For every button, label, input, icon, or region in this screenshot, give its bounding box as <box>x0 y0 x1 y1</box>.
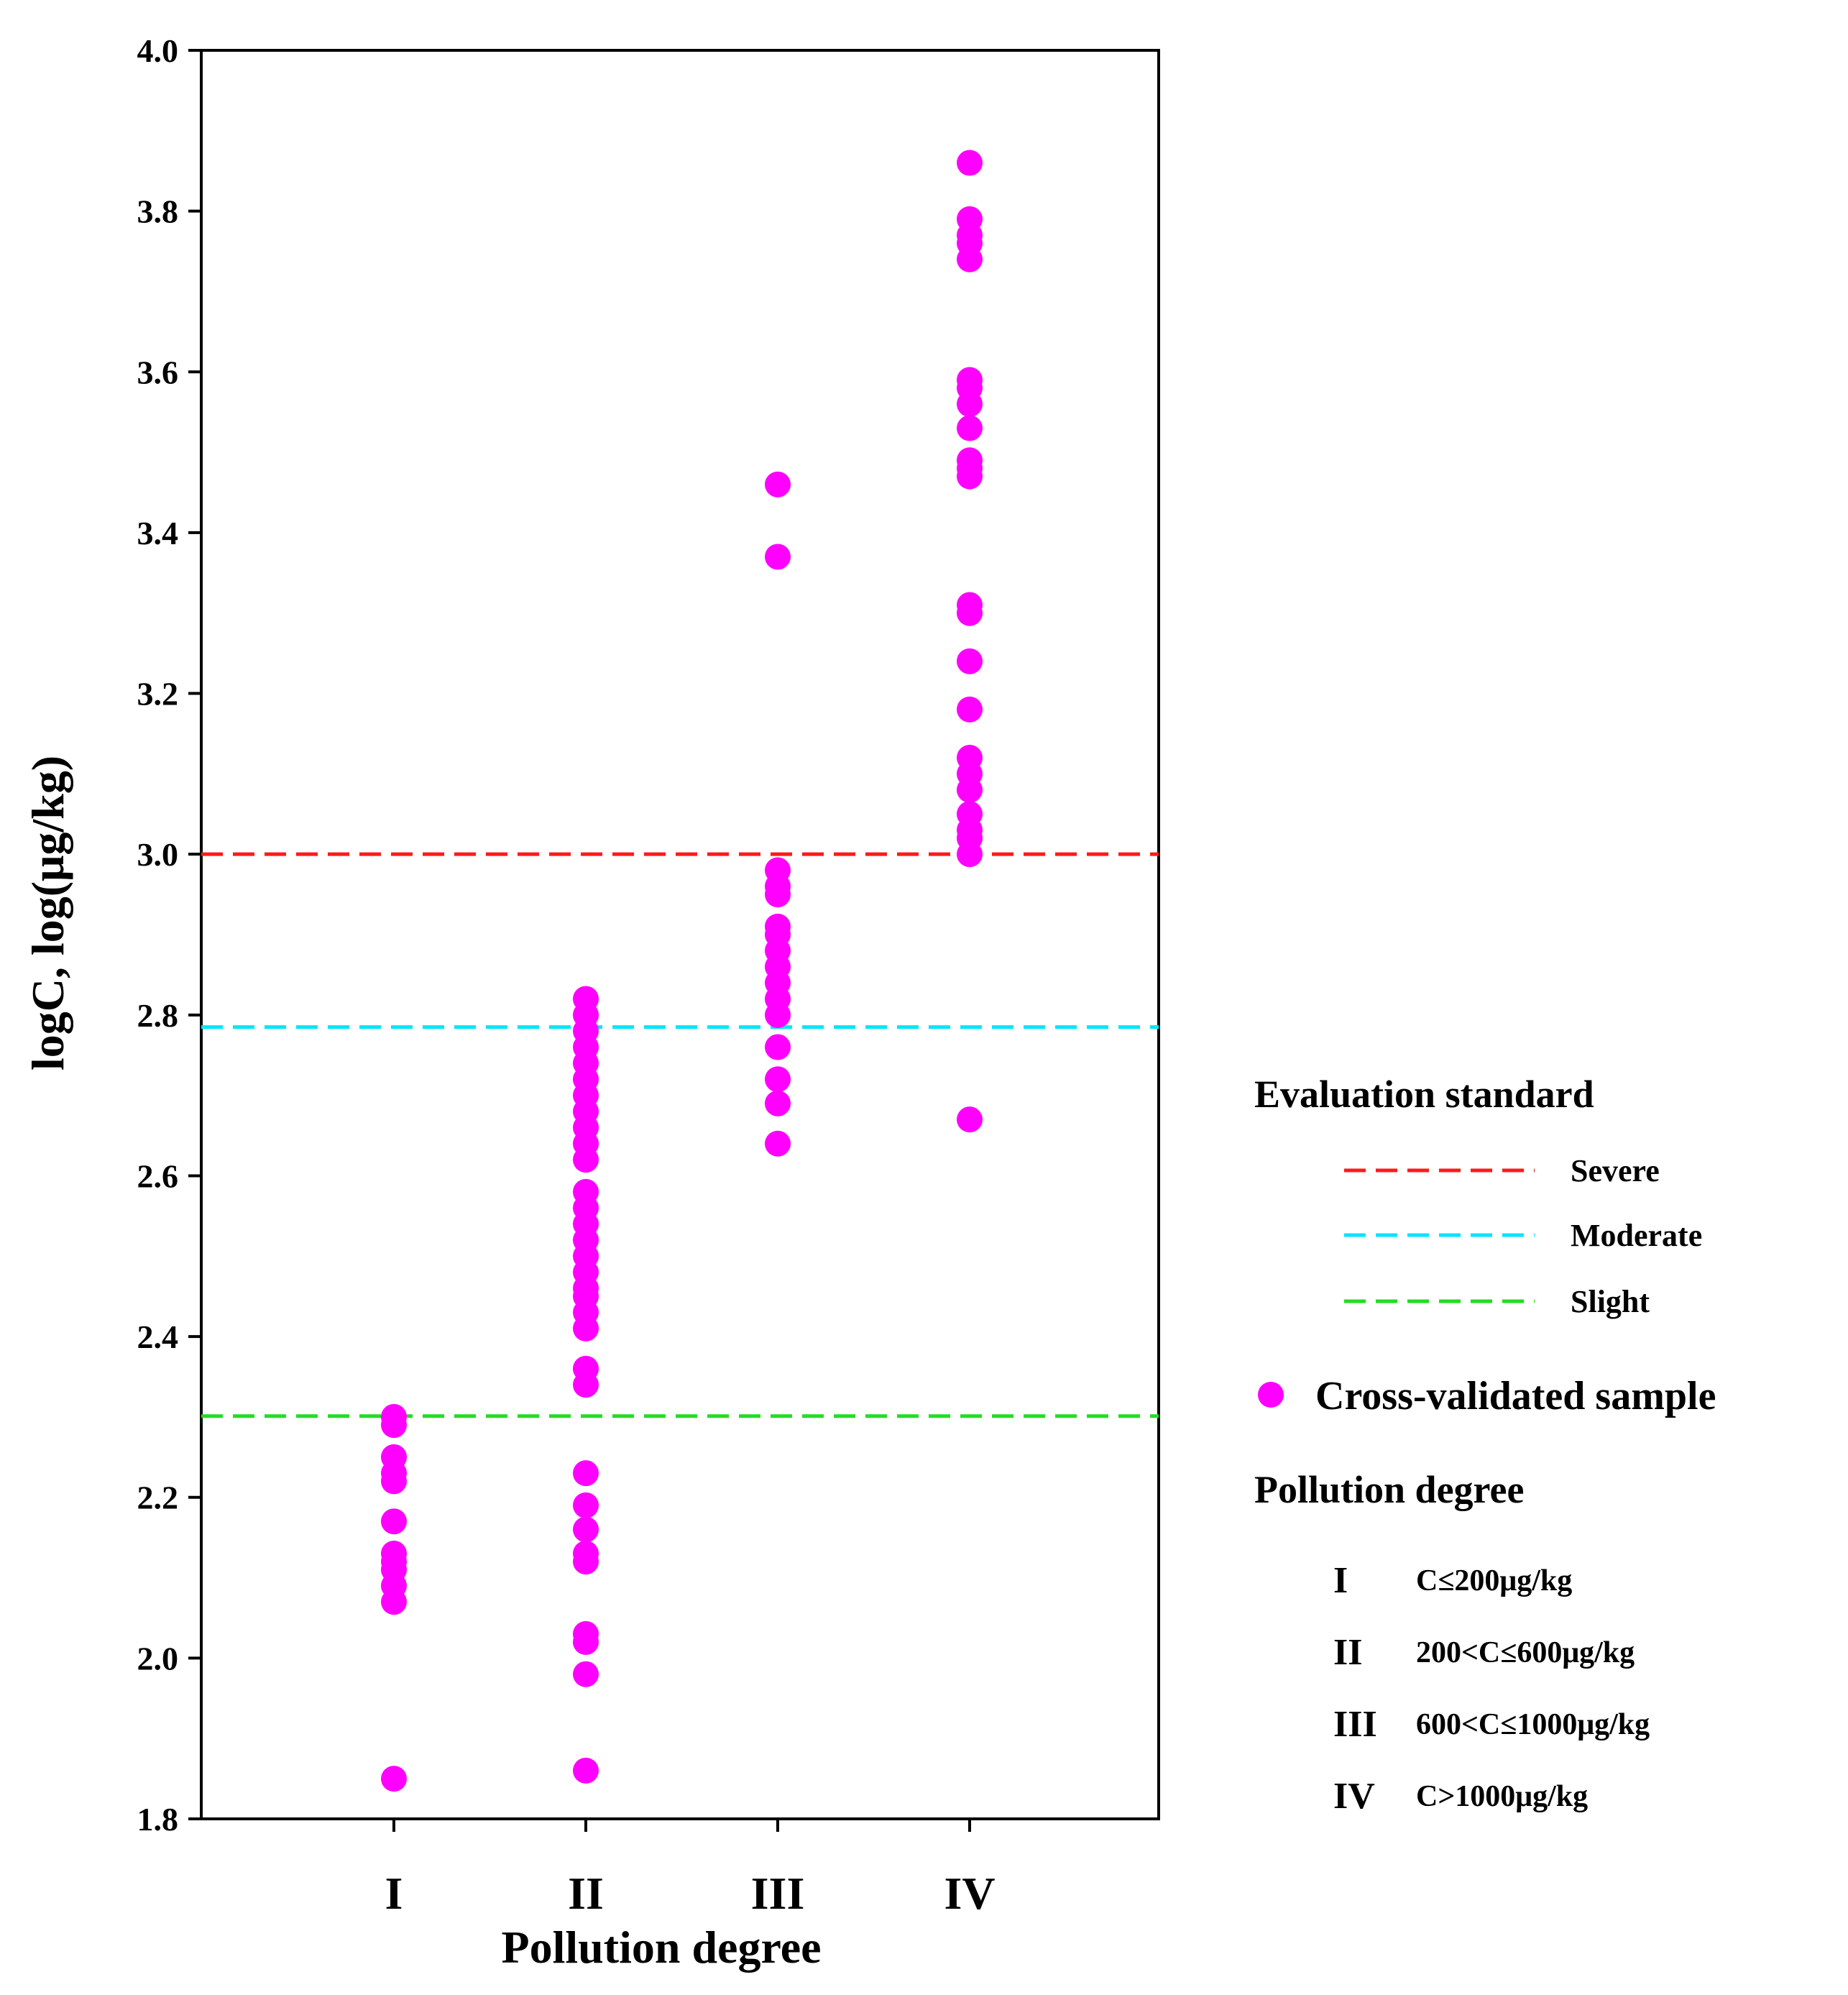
degree-condition-4: C>1000μg/kg <box>1416 1780 1588 1813</box>
degree-roman-4: IV <box>1333 1776 1375 1817</box>
legend-slight-label: Slight <box>1571 1284 1650 1319</box>
y-tick-label: 3.6 <box>137 354 179 390</box>
data-point <box>957 150 983 176</box>
x-axis-title: Pollution degree <box>502 1922 822 1973</box>
y-tick-label: 2.8 <box>137 997 179 1034</box>
legend-moderate-label: Moderate <box>1571 1218 1702 1253</box>
data-point <box>957 745 983 771</box>
data-point <box>573 1661 599 1687</box>
degree-roman-2: II <box>1333 1632 1362 1673</box>
data-point <box>765 1034 791 1060</box>
legend-pollution-title: Pollution degree <box>1254 1468 1524 1511</box>
data-point <box>573 1355 599 1382</box>
data-point <box>381 1403 407 1430</box>
data-point <box>957 415 983 441</box>
legend-sample-marker <box>1258 1382 1284 1408</box>
data-point <box>765 544 791 570</box>
data-point <box>573 986 599 1012</box>
data-point <box>573 1460 599 1487</box>
degree-condition-2: 200<C≤600μg/kg <box>1416 1636 1635 1669</box>
legend-title: Evaluation standard <box>1254 1073 1594 1116</box>
data-point <box>573 1757 599 1784</box>
data-point <box>573 1178 599 1205</box>
y-tick-label: 3.8 <box>137 193 179 230</box>
data-point <box>573 1620 599 1647</box>
data-point <box>573 1516 599 1543</box>
data-point <box>573 1492 599 1518</box>
degree-roman-1: I <box>1333 1560 1348 1601</box>
y-tick-label: 3.0 <box>137 836 179 873</box>
data-point <box>573 1541 599 1567</box>
y-tick-label: 2.6 <box>137 1157 179 1194</box>
data-point <box>957 696 983 723</box>
degree-roman-3: III <box>1333 1704 1377 1745</box>
y-tick-label: 2.4 <box>137 1318 179 1355</box>
plot-frame <box>200 49 1160 1820</box>
y-tick-label: 2.0 <box>137 1640 179 1677</box>
degree-condition-3: 600<C≤1000μg/kg <box>1416 1708 1650 1741</box>
data-point <box>381 1508 407 1535</box>
data-point <box>765 1090 791 1116</box>
data-point <box>957 206 983 232</box>
data-point <box>957 367 983 393</box>
data-point <box>765 471 791 497</box>
data-point <box>765 1066 791 1093</box>
y-tick-label: 2.2 <box>137 1480 179 1516</box>
legend-sample-label: Cross-validated sample <box>1315 1374 1716 1418</box>
x-tick-label: I <box>385 1868 403 1919</box>
data-point <box>957 447 983 474</box>
data-point <box>381 1541 407 1567</box>
legend-severe-label: Severe <box>1571 1153 1660 1188</box>
data-point <box>957 801 983 827</box>
data-point <box>957 648 983 674</box>
data-point <box>957 1106 983 1133</box>
data-point <box>765 913 791 940</box>
y-tick-label: 3.4 <box>137 515 179 551</box>
y-tick-label: 4.0 <box>137 32 179 69</box>
data-point <box>957 592 983 618</box>
degree-condition-1: C≤200μg/kg <box>1416 1564 1572 1597</box>
x-tick-label: IV <box>944 1868 995 1919</box>
x-tick-label: III <box>751 1868 805 1919</box>
data-point <box>381 1766 407 1792</box>
data-point <box>765 1130 791 1157</box>
data-point <box>765 857 791 884</box>
legend: Evaluation standard Severe Moderate Slig… <box>1254 1073 1716 1817</box>
data-point <box>381 1444 407 1470</box>
y-tick-label: 3.2 <box>137 676 179 712</box>
x-tick-label: II <box>568 1868 604 1919</box>
y-axis-title: logC, log(μg/kg) <box>22 756 73 1070</box>
y-tick-label: 1.8 <box>137 1801 179 1838</box>
plot-area: 1.82.02.22.42.62.83.03.23.43.63.84.0I II I… <box>137 32 1160 1919</box>
